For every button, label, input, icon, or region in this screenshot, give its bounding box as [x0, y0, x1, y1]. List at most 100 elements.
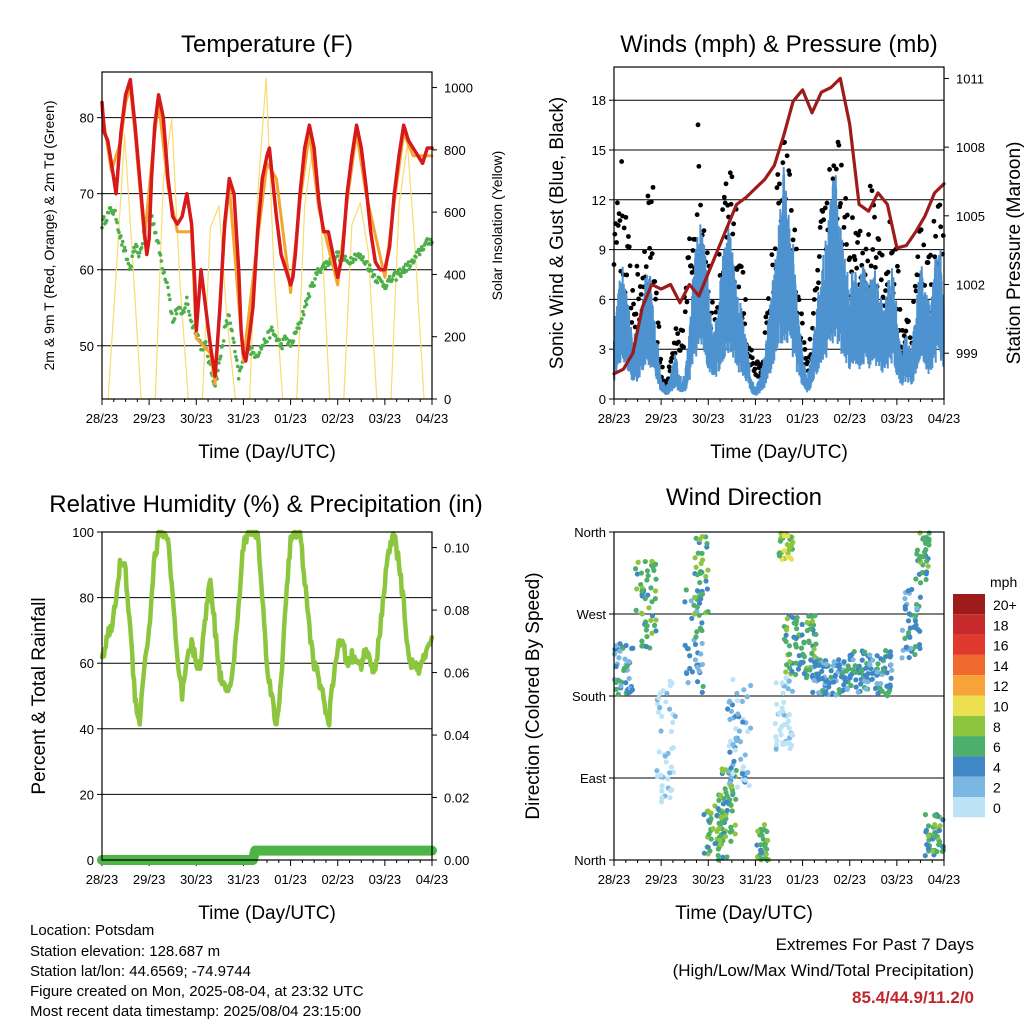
direction-point	[862, 673, 869, 679]
direction-point	[836, 687, 842, 693]
direction-point	[862, 649, 868, 655]
direction-point	[745, 728, 751, 735]
direction-point	[783, 638, 789, 645]
direction-point	[816, 671, 822, 677]
legend-label: 4	[993, 759, 1001, 775]
legend-label: 8	[993, 719, 1001, 735]
gust-point	[805, 359, 810, 365]
direction-point	[772, 720, 778, 727]
direction-point	[783, 627, 790, 633]
direction-point	[832, 673, 838, 680]
gust-point	[673, 326, 679, 332]
direction-point	[831, 679, 837, 685]
gust-point	[866, 232, 871, 237]
direction-point	[652, 596, 658, 602]
dewpoint-point	[227, 313, 232, 318]
direction-point	[732, 747, 738, 753]
y-right-tick-label: 0.10	[444, 541, 469, 556]
direction-point	[692, 657, 699, 663]
y-right-tick-label: 0.02	[444, 791, 469, 806]
info-recent: Most recent data timestamp: 2025/08/04 2…	[30, 1003, 362, 1020]
direction-point	[657, 690, 663, 697]
x-tick-label: 28/23	[86, 872, 119, 887]
direction-point	[917, 580, 924, 586]
y-tick-label: 40	[80, 722, 94, 737]
gust-point	[895, 268, 901, 274]
dewpoint-point	[120, 243, 124, 247]
direction-point	[855, 689, 861, 695]
direction-point	[737, 739, 743, 745]
direction-point	[699, 550, 705, 556]
direction-point	[911, 624, 917, 630]
gust-point	[860, 250, 866, 256]
x-tick-label: 29/23	[133, 411, 166, 426]
direction-point	[615, 677, 621, 683]
gust-point	[792, 227, 798, 233]
direction-point	[868, 665, 874, 672]
x-tick-label: 01/23	[786, 411, 819, 426]
extremes-values: 85.4/44.9/11.2/0	[852, 988, 974, 1007]
dewpoint-point	[152, 222, 156, 226]
direction-point	[742, 752, 748, 758]
x-axis-label: Time (Day/UTC)	[198, 903, 336, 924]
x-tick-label: 28/23	[598, 872, 631, 887]
direction-point	[699, 661, 706, 668]
x-tick-label: 03/23	[369, 872, 402, 887]
legend-swatch	[953, 675, 985, 696]
direction-point	[714, 828, 720, 835]
direction-point	[878, 681, 884, 687]
dewpoint-point	[224, 319, 229, 323]
direction-point	[884, 670, 890, 676]
direction-point	[649, 613, 656, 619]
direction-point	[887, 654, 893, 660]
x-tick-label: 02/23	[321, 872, 354, 887]
y-tick-label: 20	[80, 787, 94, 802]
dewpoint-point	[104, 218, 109, 223]
dewpoint-point	[228, 321, 233, 326]
direction-point	[694, 664, 701, 670]
direction-point	[773, 734, 779, 740]
direction-point	[648, 585, 654, 591]
dewpoint-point	[256, 353, 261, 358]
dewpoint-point	[412, 259, 416, 263]
legend-label: 16	[993, 638, 1009, 654]
gust-point	[617, 218, 623, 224]
dewpoint-point	[217, 361, 221, 365]
dewpoint-point	[233, 349, 237, 354]
direction-point	[732, 822, 738, 828]
dewpoint-point	[353, 257, 358, 262]
direction-point	[759, 832, 765, 838]
dewpoint-point	[365, 260, 369, 264]
y-tick-label: 70	[80, 187, 94, 202]
legend-swatch	[953, 634, 985, 655]
y-tick-label: 3	[599, 342, 606, 357]
legend-label: 6	[993, 739, 1001, 755]
dewpoint-point	[428, 237, 432, 242]
direction-point	[774, 701, 780, 707]
direction-point	[926, 530, 932, 536]
gust-point	[796, 297, 802, 303]
direction-point	[793, 660, 799, 666]
dewpoint-point	[185, 295, 189, 300]
dewpoint-point	[102, 215, 106, 219]
direction-point	[731, 758, 737, 764]
plot-frame	[613, 66, 945, 400]
y-right-tick-label: 1008	[956, 140, 985, 155]
direction-point	[693, 564, 699, 570]
direction-point	[806, 613, 812, 619]
direction-point	[667, 678, 673, 684]
y-axis-label: 2m & 9m T (Red, Orange) & 2m Td (Green)	[41, 101, 57, 371]
direction-point	[816, 662, 822, 668]
direction-point	[613, 643, 619, 649]
direction-point	[670, 745, 676, 751]
direction-point	[758, 842, 764, 848]
gust-point	[741, 311, 747, 316]
x-tick-label: 30/23	[692, 411, 725, 426]
direction-point	[692, 594, 698, 600]
direction-point	[836, 657, 842, 663]
gust-point	[695, 122, 701, 128]
gust-point	[626, 234, 631, 239]
dewpoint-point	[172, 317, 177, 321]
x-axis-label: Time (Day/UTC)	[710, 442, 848, 463]
gust-point	[878, 277, 884, 283]
